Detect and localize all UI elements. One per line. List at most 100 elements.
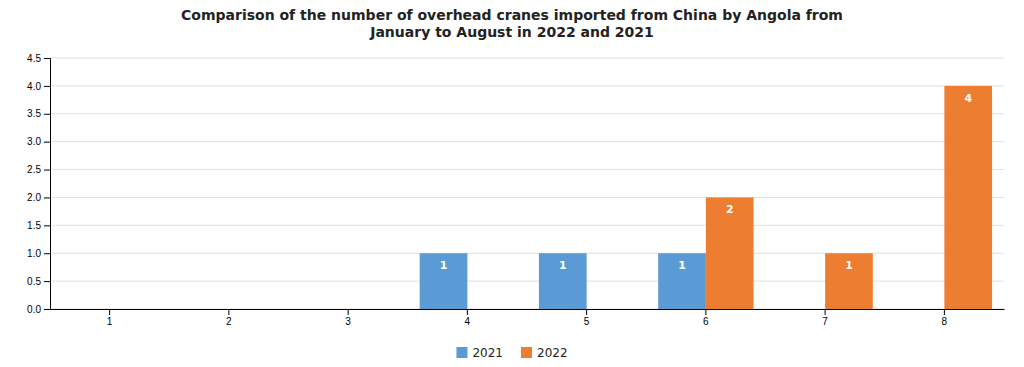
legend-item: 2022 (521, 346, 568, 360)
bar (348, 309, 396, 310)
data-label: 1 (845, 259, 853, 272)
y-tick-mark (44, 253, 50, 254)
title-line: Comparison of the number of overhead cra… (181, 7, 843, 23)
y-tick-mark (44, 170, 50, 171)
grid-line (50, 85, 1004, 86)
data-label: 4 (964, 92, 972, 105)
x-tick: 3 (345, 309, 351, 327)
x-tick: 7 (822, 309, 828, 327)
bar-series (706, 86, 992, 309)
y-tick: 3.5 (27, 108, 50, 119)
y-axis-line (44, 59, 51, 310)
x-tick-label: 6 (703, 316, 709, 327)
x-tick-mark (348, 309, 349, 315)
chart: 0.00.51.01.52.02.53.03.54.04.51234567811… (0, 0, 1024, 367)
x-tick: 4 (465, 309, 471, 327)
x-tick: 8 (942, 309, 948, 327)
bars (420, 86, 992, 309)
bar (181, 309, 229, 310)
grid-line (50, 141, 1004, 142)
y-tick: 2.0 (27, 192, 50, 203)
legend: 2021 2022 (456, 346, 567, 360)
y-tick-label: 3.0 (27, 136, 41, 147)
x-tick-mark (825, 309, 826, 315)
y-tick-label: 3.5 (27, 108, 41, 119)
y-tick-label: 2.5 (27, 164, 41, 175)
x-tick-label: 7 (822, 316, 828, 327)
bar (944, 86, 992, 309)
x-tick-mark (467, 309, 468, 315)
legend-swatch (521, 347, 532, 358)
x-tick-mark (944, 309, 945, 315)
y-tick-label: 2.0 (27, 192, 41, 203)
x-tick-label: 2 (226, 316, 232, 327)
y-tick-label: 1.0 (27, 248, 41, 259)
y-tick-mark (44, 114, 50, 115)
x-axis-line (51, 309, 1005, 310)
grid-line (50, 58, 1004, 59)
y-tick: 4.5 (27, 53, 50, 64)
x-axis: 1 2 3 4 5 6 7 8 (51, 309, 1005, 327)
title-line: January to August in 2022 and 2021 (369, 24, 654, 40)
y-tick: 1.5 (27, 220, 50, 231)
bar (706, 197, 754, 309)
x-tick: 5 (584, 309, 590, 327)
bar (62, 309, 110, 310)
bar (587, 309, 635, 310)
bar (539, 253, 587, 309)
data-label: 2 (726, 203, 734, 216)
y-tick: 0.0 (27, 304, 50, 315)
x-tick-label: 1 (107, 316, 113, 327)
y-tick: 4.0 (27, 81, 50, 92)
legend-label: 2022 (537, 346, 568, 360)
bar (420, 253, 468, 309)
x-tick: 6 (703, 309, 709, 327)
y-tick-label: 0.5 (27, 276, 41, 287)
y-tick-mark (44, 86, 50, 87)
x-tick: 2 (226, 309, 232, 327)
y-tick-label: 4.5 (27, 53, 41, 64)
y-tick-mark (44, 281, 50, 282)
y-tick-mark (44, 58, 50, 59)
bar (777, 309, 825, 310)
title: Comparison of the number of overhead cra… (181, 7, 843, 40)
legend-label: 2021 (472, 346, 503, 360)
y-tick-mark (44, 197, 50, 198)
data-label: 1 (440, 259, 448, 272)
data-label: 1 (678, 259, 686, 272)
y-tick-mark (44, 142, 50, 143)
y-tick: 2.5 (27, 164, 50, 175)
grid-line (50, 197, 1004, 198)
x-tick-mark (109, 309, 110, 315)
data-label: 1 (559, 259, 567, 272)
bar (897, 309, 945, 310)
y-tick: 1.0 (27, 248, 50, 259)
x-tick-mark (586, 309, 587, 315)
y-axis: 0.0 0.5 1.0 1.5 2.0 2.5 3.0 3.5 4.0 4.5 (27, 53, 50, 315)
x-tick-label: 4 (465, 316, 471, 327)
x-tick-mark (705, 309, 706, 315)
legend-swatch (456, 347, 467, 358)
y-tick-mark (44, 225, 50, 226)
data-labels: 1 1 1 2 1 4 (440, 92, 973, 272)
y-tick-label: 0.0 (27, 304, 41, 315)
bar (658, 253, 706, 309)
legend-item: 2021 (456, 346, 503, 360)
x-tick-label: 3 (345, 316, 351, 327)
x-tick-label: 5 (584, 316, 590, 327)
bar (825, 253, 873, 309)
y-tick-mark (44, 309, 50, 310)
bar-series (420, 253, 706, 309)
y-tick: 3.0 (27, 136, 50, 147)
grid-line (50, 225, 1004, 226)
grid-line (50, 113, 1004, 114)
x-tick: 1 (107, 309, 113, 327)
y-tick-label: 1.5 (27, 220, 41, 231)
x-tick-mark (228, 309, 229, 315)
x-tick-label: 8 (942, 316, 948, 327)
y-tick: 0.5 (27, 276, 50, 287)
grid-line (50, 169, 1004, 170)
bar (467, 309, 515, 310)
y-tick-label: 4.0 (27, 81, 41, 92)
bar (229, 309, 277, 310)
